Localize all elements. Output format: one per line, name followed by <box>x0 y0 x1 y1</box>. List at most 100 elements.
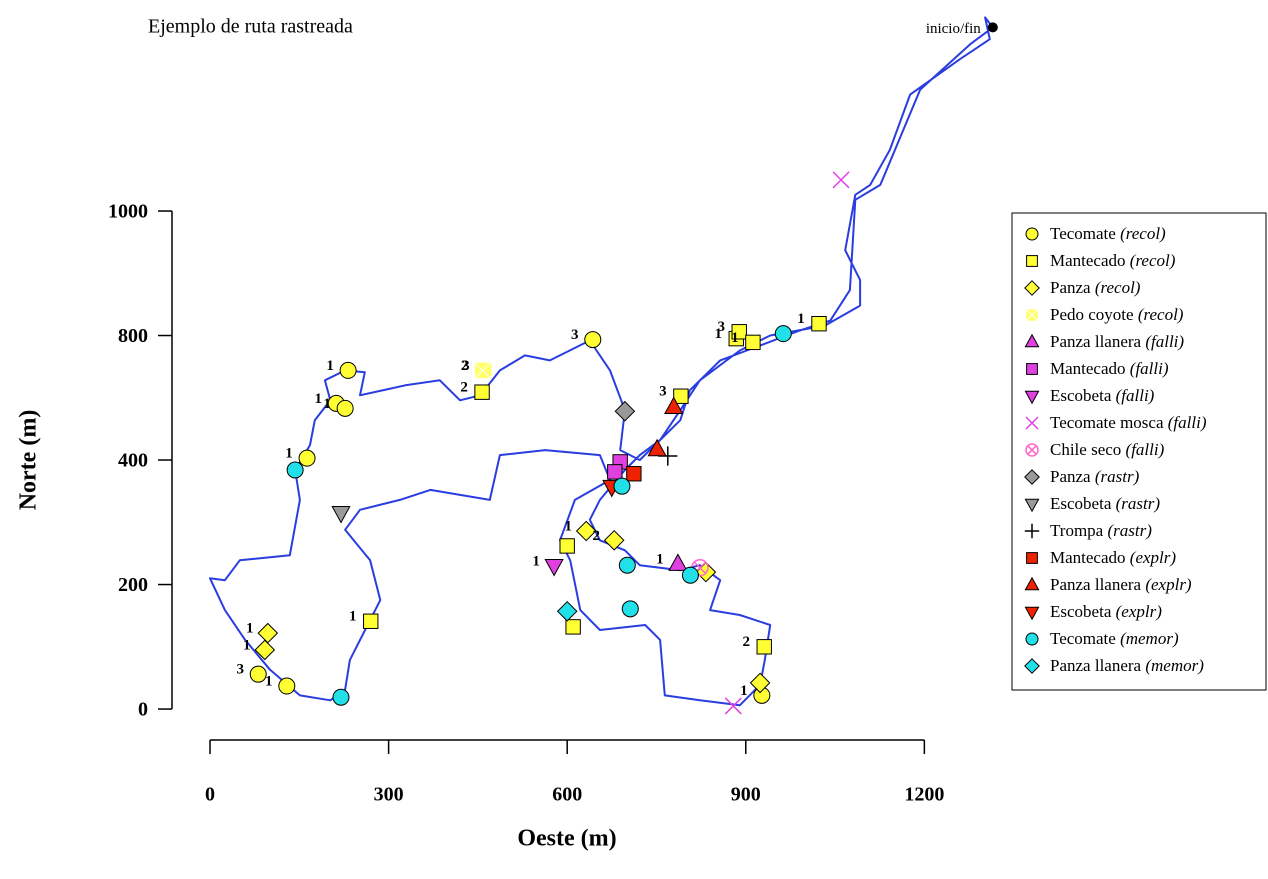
point <box>756 639 772 655</box>
point <box>647 438 667 457</box>
point-label: 1 <box>246 621 254 637</box>
point <box>254 639 276 661</box>
point-part <box>336 399 354 417</box>
x-tick-label: 600 <box>552 784 582 806</box>
point-part <box>257 622 279 644</box>
point <box>724 697 742 715</box>
point <box>749 672 771 694</box>
point-part <box>249 665 267 683</box>
point <box>286 461 304 479</box>
point-label: 1 <box>265 673 273 689</box>
legend-marker-part <box>1024 523 1040 539</box>
point-part <box>626 466 642 482</box>
legend-entry: Escobeta (explr) <box>1050 602 1162 621</box>
point-part <box>286 461 304 479</box>
point-part <box>603 529 625 551</box>
point <box>614 400 636 422</box>
point-part <box>673 388 689 404</box>
y-tick-label: 200 <box>118 574 148 596</box>
point-part <box>331 506 351 524</box>
legend-marker <box>1024 523 1040 539</box>
point-part <box>681 566 699 584</box>
legend-marker <box>1025 227 1039 241</box>
point-part <box>668 553 688 571</box>
point-label: 1 <box>731 330 739 346</box>
point <box>731 324 747 340</box>
x-tick-label: 0 <box>205 784 215 806</box>
point <box>474 384 490 400</box>
point-part <box>556 600 578 622</box>
legend-marker <box>1024 333 1040 348</box>
legend-marker-part <box>1024 498 1040 513</box>
point <box>603 529 625 551</box>
point <box>474 362 491 379</box>
point-part <box>474 384 490 400</box>
x-tick-label: 900 <box>731 784 761 806</box>
point-part <box>584 331 602 349</box>
legend-marker <box>1024 498 1040 513</box>
point-part <box>614 400 636 422</box>
legend-box <box>1011 212 1267 691</box>
legend-marker <box>1025 443 1039 457</box>
chart-title: Ejemplo de ruta rastreada <box>148 16 353 38</box>
legend-marker <box>1026 255 1038 267</box>
point <box>832 171 850 189</box>
point <box>607 464 623 480</box>
legend-marker-part <box>1024 390 1040 405</box>
point-part <box>749 672 771 694</box>
point-label: 1 <box>326 358 334 374</box>
y-tick-label: 400 <box>118 450 148 472</box>
legend-marker-part <box>1024 606 1040 621</box>
point-part <box>724 697 742 715</box>
point-part <box>613 477 631 495</box>
point-part <box>363 613 379 629</box>
y-tick-label: 800 <box>118 325 148 347</box>
point <box>613 477 631 495</box>
legend-entry: Panza (recol) <box>1050 278 1141 297</box>
legend-marker-part <box>1025 416 1039 430</box>
point-part <box>811 315 827 332</box>
legend-entry: Panza llanera (explr) <box>1050 575 1192 594</box>
point <box>681 566 699 584</box>
legend-marker-part <box>1025 632 1039 646</box>
point <box>556 600 578 622</box>
legend-marker-part <box>1026 255 1038 267</box>
legend-marker-part <box>1026 363 1038 375</box>
point-label: 1 <box>797 311 805 327</box>
legend-marker <box>1024 469 1040 485</box>
point-part <box>254 639 276 661</box>
point <box>664 396 684 414</box>
point-part <box>621 600 639 618</box>
point <box>626 466 642 482</box>
legend-marker <box>1026 552 1038 564</box>
legend-marker-part <box>1027 445 1037 455</box>
point-label: 2 <box>592 528 600 544</box>
point <box>544 559 564 577</box>
point-part <box>756 639 772 655</box>
point-part <box>618 556 636 574</box>
legend-entry: Chile seco (falli) <box>1050 440 1165 459</box>
legend-marker <box>1024 606 1040 621</box>
legend-marker-part <box>1024 469 1040 485</box>
point <box>298 449 316 467</box>
point <box>339 361 357 379</box>
legend-entry: Panza llanera (memor) <box>1050 656 1204 675</box>
point-part <box>575 520 597 542</box>
point-label: 3 <box>717 319 725 335</box>
point-label: 1 <box>243 637 251 653</box>
point-label: 1 <box>532 553 540 569</box>
point-label: 3 <box>236 662 244 678</box>
legend-marker <box>1026 309 1038 321</box>
point <box>774 325 792 343</box>
legend-marker-part <box>1025 443 1039 457</box>
point-part <box>332 688 350 706</box>
legend-marker-part <box>1026 309 1038 321</box>
legend-entry: Tecomate mosca (falli) <box>1050 413 1207 432</box>
y-tick-label: 0 <box>138 699 148 721</box>
legend-marker <box>1024 390 1040 405</box>
point <box>565 619 581 635</box>
point-part <box>475 362 491 378</box>
legend-marker-part <box>1025 227 1039 241</box>
point <box>621 600 639 618</box>
legend-marker <box>1024 280 1040 296</box>
